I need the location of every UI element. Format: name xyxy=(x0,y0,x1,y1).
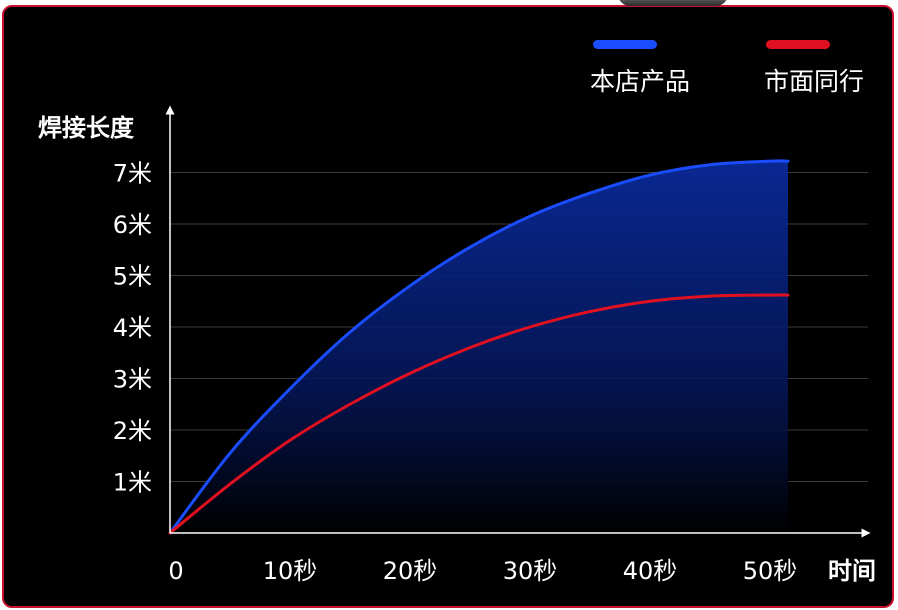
x-tick-label: 20秒 xyxy=(383,557,438,585)
series-area-0 xyxy=(170,160,788,534)
legend: 本店产品 市面同行 xyxy=(590,40,864,96)
y-tick-label: 6米 xyxy=(113,211,152,239)
axis-layer: 焊接长度 时间 xyxy=(38,105,876,585)
y-axis-title: 焊接长度 xyxy=(38,114,135,142)
y-tick-label: 3米 xyxy=(113,366,152,394)
top-ornament xyxy=(618,0,728,6)
series-layer xyxy=(168,159,790,535)
legend-swatch-0 xyxy=(593,40,657,49)
x-tick-label: 50秒 xyxy=(743,557,798,585)
x-tick-label: 10秒 xyxy=(263,557,318,585)
x-tick-label: 30秒 xyxy=(503,557,558,585)
y-tick-label: 5米 xyxy=(113,263,152,291)
legend-swatch-1 xyxy=(766,40,830,49)
series-line-1 xyxy=(168,293,790,535)
tick-layer: 1米 2米 3米 4米 5米 6米 7米 0 10秒 20秒 30秒 40秒 50秒 xyxy=(113,160,798,586)
x-tick-label: 40秒 xyxy=(623,557,678,585)
legend-label-0: 本店产品 xyxy=(590,67,690,96)
x-tick-label: 0 xyxy=(168,557,183,585)
y-tick-label: 1米 xyxy=(113,469,152,497)
legend-label-1: 市面同行 xyxy=(764,67,864,96)
series-line-0 xyxy=(168,159,790,535)
y-tick-label: 2米 xyxy=(113,417,152,445)
x-axis-title: 时间 xyxy=(828,557,876,585)
area-layer xyxy=(170,160,788,534)
y-tick-label: 7米 xyxy=(113,160,152,188)
y-tick-label: 4米 xyxy=(113,314,152,342)
